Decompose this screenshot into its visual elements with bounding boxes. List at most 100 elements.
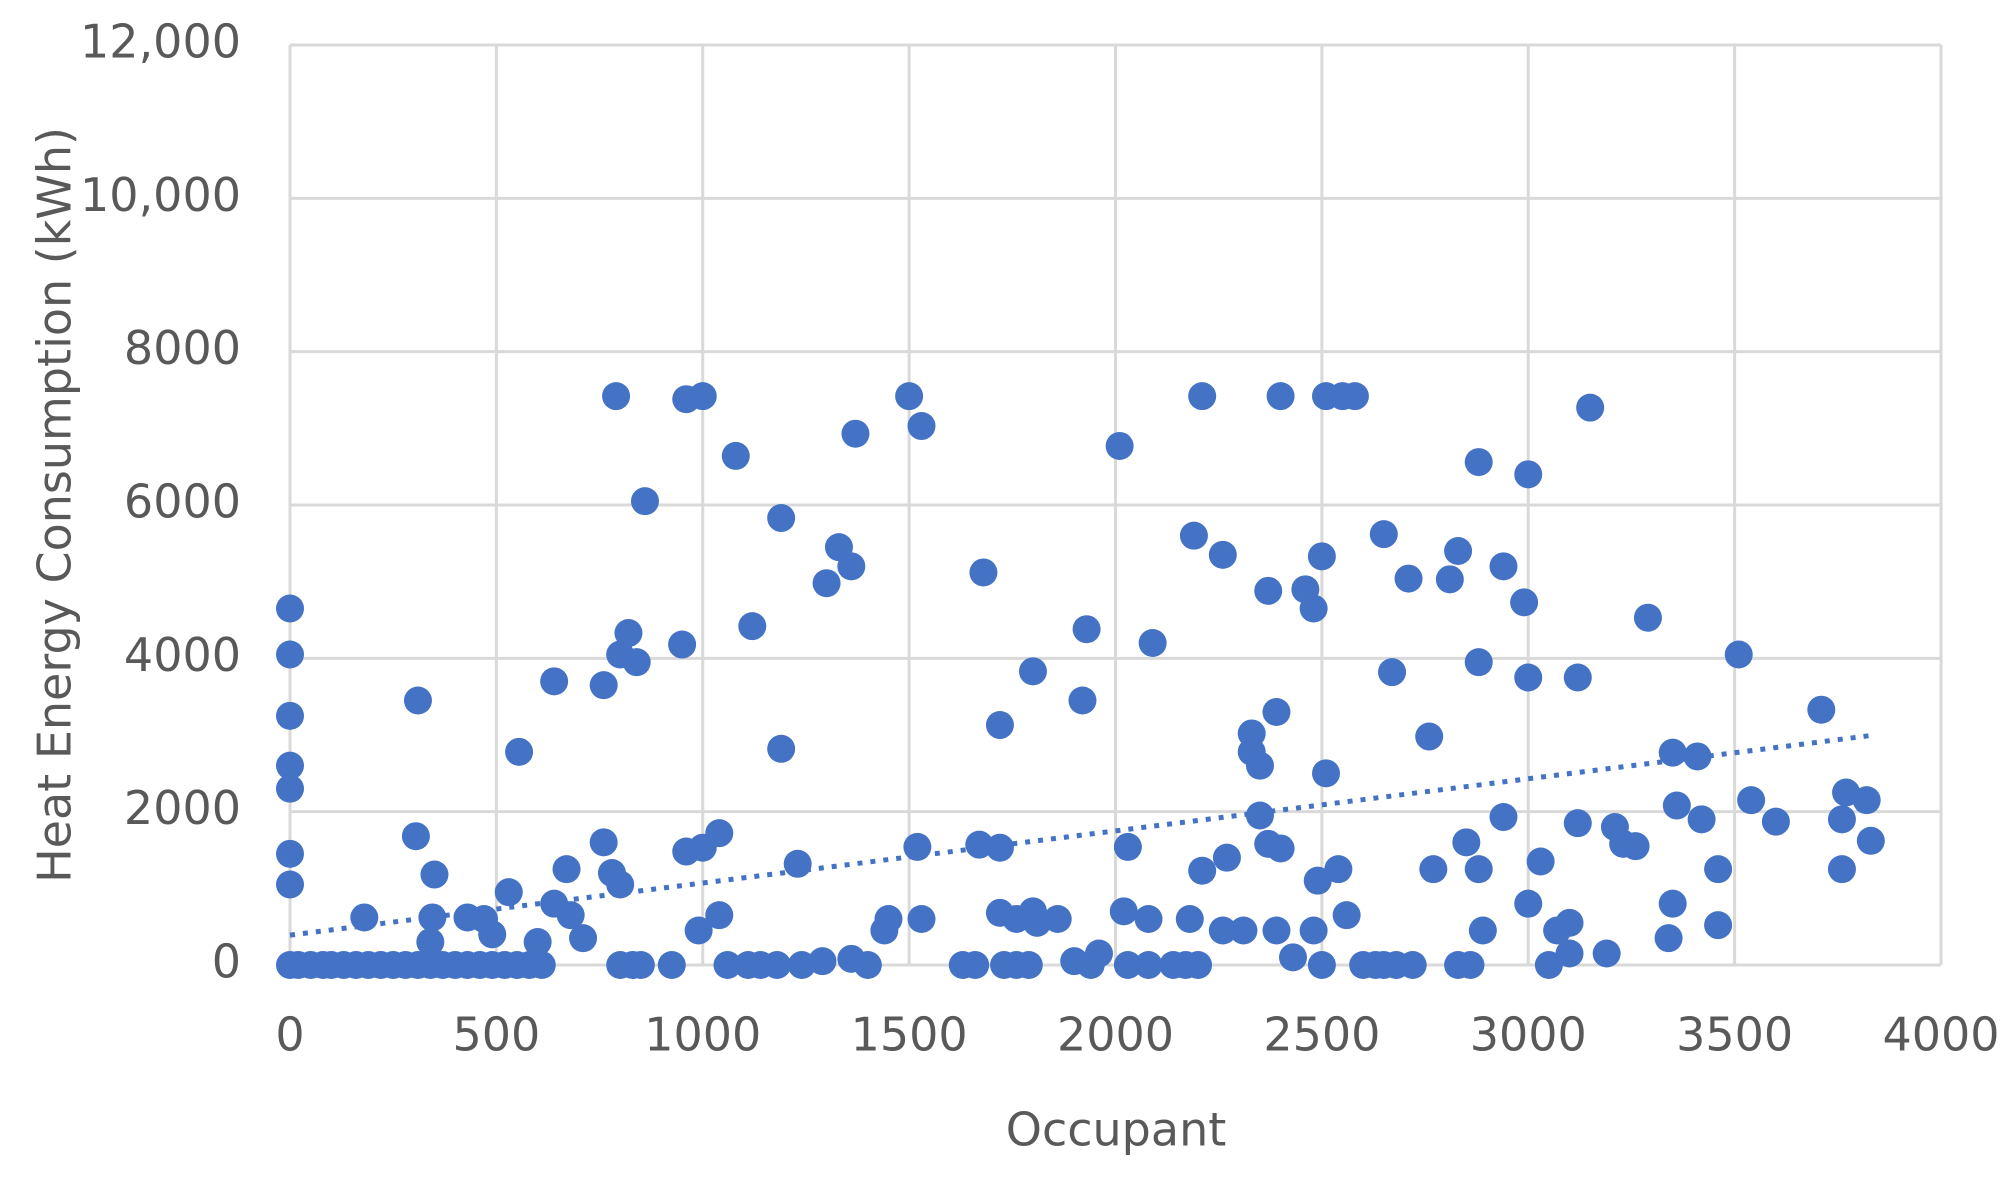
- data-point: [812, 569, 841, 598]
- data-point: [1514, 889, 1543, 918]
- x-tick-label: 1500: [851, 1008, 968, 1062]
- data-point: [1592, 939, 1621, 968]
- data-point: [1262, 698, 1291, 726]
- data-point: [837, 552, 866, 581]
- data-point: [276, 839, 304, 868]
- data-point: [1489, 803, 1518, 832]
- data-point: [1188, 382, 1217, 411]
- data-point: [1208, 916, 1237, 945]
- data-point: [1662, 791, 1691, 820]
- data-point: [1188, 856, 1217, 885]
- data-point: [1761, 807, 1790, 836]
- data-point: [1043, 905, 1072, 933]
- data-point: [688, 382, 717, 411]
- data-point: [1704, 855, 1733, 884]
- y-tick-label: 2000: [124, 781, 241, 835]
- data-point: [738, 612, 767, 641]
- data-point: [1852, 786, 1881, 815]
- data-point: [505, 737, 534, 766]
- data-point: [705, 819, 734, 848]
- data-point: [657, 951, 686, 979]
- data-point: [1489, 552, 1518, 581]
- y-tick-label: 10,000: [80, 168, 241, 222]
- data-point: [1184, 951, 1213, 979]
- data-point: [907, 412, 936, 441]
- data-point: [1299, 594, 1328, 623]
- data-point: [1555, 908, 1584, 937]
- data-point: [630, 487, 659, 516]
- data-point: [569, 924, 598, 953]
- data-point: [276, 640, 304, 669]
- data-point: [1023, 908, 1052, 937]
- data-point: [874, 905, 903, 933]
- data-point: [1307, 951, 1336, 979]
- data-point: [1415, 722, 1444, 751]
- data-point: [1312, 759, 1341, 788]
- data-point: [276, 870, 304, 899]
- data-point: [523, 928, 552, 956]
- data-point: [1324, 855, 1353, 884]
- data-point: [1014, 951, 1043, 979]
- data-point: [276, 701, 304, 730]
- data-point: [1464, 448, 1493, 477]
- data-point: [1113, 832, 1142, 861]
- y-tick-label: 4000: [124, 628, 241, 682]
- data-point: [1464, 648, 1493, 677]
- data-point: [713, 951, 742, 979]
- data-point: [1266, 382, 1295, 411]
- data-point: [1113, 951, 1142, 979]
- data-point: [1068, 686, 1097, 715]
- data-point: [1109, 897, 1138, 926]
- data-point: [276, 774, 304, 803]
- data-point: [527, 951, 556, 979]
- x-tick-label: 3000: [1470, 1008, 1587, 1062]
- data-point: [416, 928, 445, 956]
- data-point: [401, 822, 430, 851]
- data-point: [1514, 460, 1543, 489]
- x-tick-label: 500: [452, 1008, 540, 1062]
- data-point: [1278, 943, 1307, 972]
- data-point: [895, 382, 924, 411]
- data-point: [1245, 751, 1274, 780]
- data-point: [841, 419, 870, 448]
- data-point: [721, 441, 750, 470]
- data-point: [705, 901, 734, 930]
- data-point: [1307, 542, 1336, 571]
- data-point: [478, 920, 507, 949]
- data-point: [1332, 901, 1361, 930]
- data-point: [1340, 382, 1369, 411]
- data-point: [403, 686, 432, 715]
- data-point: [589, 671, 618, 700]
- data-point: [684, 916, 713, 945]
- x-tick-label: 2500: [1263, 1008, 1380, 1062]
- data-point: [614, 619, 643, 648]
- data-point: [1303, 866, 1332, 895]
- data-point: [1369, 520, 1398, 549]
- data-point: [1208, 540, 1237, 569]
- data-point: [985, 711, 1014, 740]
- data-point: [1827, 855, 1856, 884]
- data-point: [1468, 916, 1497, 945]
- data-point: [626, 951, 655, 979]
- data-point: [1856, 826, 1885, 855]
- data-point: [1534, 951, 1563, 979]
- data-point: [1134, 951, 1163, 979]
- data-point: [668, 630, 697, 659]
- x-tick-label: 3500: [1676, 1008, 1793, 1062]
- data-point: [853, 951, 882, 979]
- y-tick-label: 0: [212, 935, 241, 989]
- data-point: [787, 951, 816, 979]
- data-point: [494, 878, 523, 907]
- data-point: [1737, 786, 1766, 815]
- data-point: [1138, 629, 1167, 657]
- data-point: [1398, 951, 1427, 979]
- y-tick-label: 12,000: [80, 15, 241, 69]
- data-point: [1563, 809, 1592, 838]
- data-point: [1456, 951, 1485, 979]
- data-point: [276, 594, 304, 623]
- data-point: [1084, 939, 1113, 968]
- data-point: [1633, 603, 1662, 632]
- data-point: [783, 849, 812, 878]
- data-point: [767, 504, 796, 533]
